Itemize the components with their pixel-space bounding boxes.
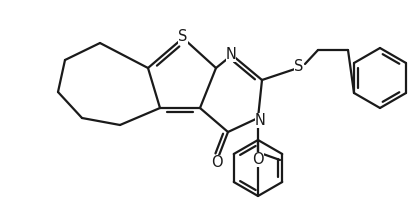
Text: N: N (254, 112, 265, 128)
Text: O: O (252, 152, 263, 167)
Text: S: S (178, 29, 187, 44)
Text: S: S (294, 59, 303, 73)
Text: N: N (225, 46, 236, 62)
Text: O: O (211, 154, 222, 169)
